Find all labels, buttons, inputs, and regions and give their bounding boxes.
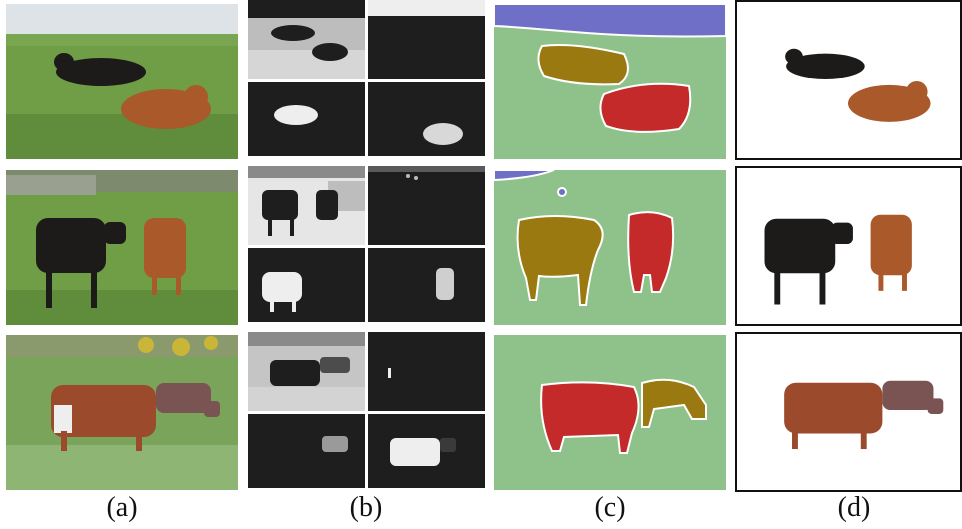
mask-row1-sky — [368, 0, 485, 79]
mask-row3-cow-grey — [248, 414, 365, 488]
caption-d: (d) — [837, 492, 871, 523]
caption-b: (b) — [349, 492, 383, 523]
mask-row1-cow-black — [248, 82, 365, 156]
extract-row3 — [735, 332, 962, 492]
caption-a: (a) — [106, 492, 138, 523]
caption-c: (c) — [594, 492, 626, 523]
mask-row2-bg — [248, 166, 365, 245]
mask-row3-cow-red — [368, 414, 485, 488]
photo-row3 — [6, 335, 238, 490]
overlay-row2 — [494, 170, 726, 325]
mask-row1-bg — [248, 0, 365, 79]
mask-row3-bg — [248, 332, 365, 411]
overlay-row1 — [494, 4, 726, 159]
extract-row2 — [735, 166, 962, 326]
overlay-row3 — [494, 335, 726, 490]
mask-row1-cow-brown — [368, 82, 485, 156]
extract-row1 — [735, 0, 962, 160]
mask-row3-sky — [368, 332, 485, 411]
mask-row2-cow-brown — [368, 248, 485, 322]
mask-row2-cow-black — [248, 248, 365, 322]
photo-row2 — [6, 170, 238, 325]
photo-row1 — [6, 4, 238, 159]
mask-row2-sky — [368, 166, 485, 245]
